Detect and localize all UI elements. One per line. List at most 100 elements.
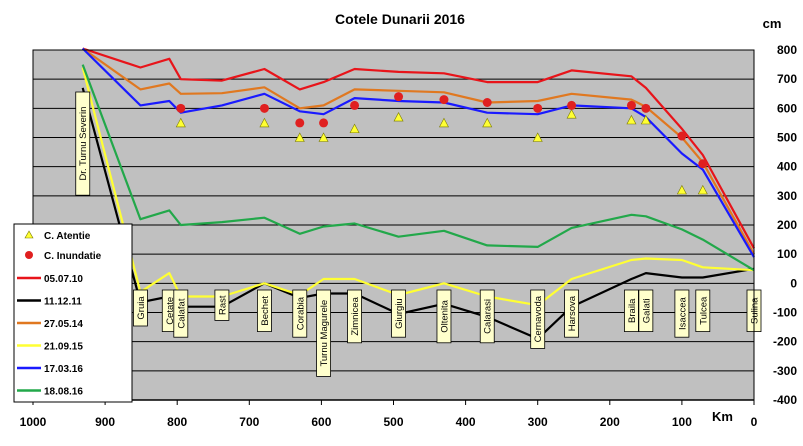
location-label-calarasi: Calarasi [479, 289, 495, 344]
location-label-tulcea: Tulcea [695, 289, 711, 332]
location-label-box [292, 289, 308, 338]
attention-marker [566, 109, 577, 119]
y-tick-label: 800 [777, 43, 797, 57]
attention-marker [393, 111, 404, 122]
location-label-box [316, 289, 331, 377]
location-label-zimnicea: Zimnicea [347, 289, 362, 344]
flood-marker [567, 100, 577, 110]
location-label-text: Calafat [176, 298, 187, 328]
y-tick-label: 500 [777, 131, 797, 145]
location-label-box [436, 289, 452, 344]
location-label-text: Sulina [750, 297, 761, 324]
location-label-rast: Rast [214, 289, 230, 321]
chart-title: Cotele Dunarii 2016 [335, 11, 465, 27]
legend-entry-05.07.10: 05.07.10 [17, 274, 83, 285]
location-label-text: Galati [641, 298, 652, 323]
x-tick-label: 0 [751, 415, 758, 429]
location-label-harsova: Harsova [564, 289, 579, 338]
x-tick-label: 700 [239, 415, 259, 429]
marker-points [175, 92, 708, 195]
flood-marker [482, 98, 492, 107]
legend-label: 11.12.11 [44, 297, 82, 308]
x-tick-label: 400 [456, 415, 476, 429]
flood-marker [319, 118, 329, 128]
flood-marker [698, 159, 708, 169]
flood-marker [350, 100, 360, 110]
x-tick-label: 900 [95, 415, 115, 429]
location-label-box [479, 289, 495, 344]
flood-marker [641, 103, 651, 113]
location-label-text: Braila [627, 298, 638, 323]
location-label-text: Isaccea [677, 297, 688, 330]
flood-marker [533, 103, 543, 113]
legend-entry-11.12.11: 11.12.11 [17, 297, 82, 308]
location-labels: Dr. Turnu Severin Gruia Cetate Calafat Rast B… [75, 91, 762, 377]
attention-marker [175, 117, 186, 128]
attention-marker [532, 132, 543, 142]
location-label-corabia: Corabia [292, 289, 308, 338]
legend-label: C. Inundatie [44, 251, 102, 262]
attention-marker [438, 117, 449, 128]
location-label-dr-turnu-severin: Dr. Turnu Severin [75, 91, 91, 196]
location-label-box [347, 289, 362, 344]
legend-label: C. Atentie [44, 231, 91, 242]
x-tick-label: 1000 [20, 415, 47, 429]
legend-entry-17.03.16: 17.03.16 [17, 364, 83, 375]
location-label-box [564, 289, 579, 338]
location-label-text: Zimnicea [350, 296, 361, 335]
x-tick-label: 100 [672, 415, 692, 429]
y-tick-label: 600 [777, 101, 797, 115]
legend-box [13, 223, 133, 403]
location-label-galati: Galati [638, 289, 654, 332]
legend-entry-C. Inundatie: C. Inundatie [25, 251, 102, 262]
y-tick-label: 0 [790, 276, 797, 290]
location-label-text: Turnu Magurele [319, 300, 330, 367]
x-axis-unit: Km [712, 409, 733, 424]
y-tick-label: 200 [777, 218, 797, 232]
location-label-text: Dr. Turnu Severin [78, 107, 89, 181]
flood-marker [439, 95, 449, 105]
location-label-box [695, 289, 711, 332]
location-label-text: Bechet [260, 296, 271, 326]
location-label-text: Oltenita [439, 299, 450, 332]
y-tick-label: 300 [777, 189, 797, 203]
y-tick-label: -300 [773, 364, 797, 378]
location-label-braila: Braila [624, 289, 639, 332]
legend-entry-21.09.15: 21.09.15 [17, 342, 83, 353]
location-label-bechet: Bechet [257, 289, 272, 332]
flood-marker [626, 100, 636, 110]
location-label-text: Corabia [295, 296, 306, 330]
attention-marker [294, 132, 305, 142]
location-label-text: Cetate [165, 297, 176, 325]
location-label-turnu-magurele: Turnu Magurele [316, 289, 331, 377]
location-label-box [133, 289, 148, 327]
legend: C. Atentie C. Inundatie 05.07.10 11.12.11 27… [13, 223, 133, 403]
legend-marker [24, 230, 34, 239]
y-tick-label: -200 [773, 335, 797, 349]
location-label-cernavoda: Cernavoda [530, 289, 546, 349]
location-label-text: Calarasi [483, 299, 494, 334]
attention-marker [349, 123, 360, 134]
location-label-oltenita: Oltenita [436, 289, 452, 344]
series-line-18.08.16 [81, 64, 755, 272]
flood-marker [259, 103, 269, 113]
attention-marker [318, 132, 329, 142]
location-label-box [391, 289, 406, 338]
x-tick-label: 500 [383, 415, 403, 429]
y-tick-label: -400 [773, 393, 797, 407]
legend-label: 18.08.16 [44, 387, 83, 398]
legend-marker [25, 251, 33, 259]
axes: 8007006005004003002001000-100-200-300-40… [20, 43, 798, 429]
y-tick-label: -100 [773, 306, 797, 320]
attention-marker [259, 117, 270, 128]
location-label-text: Cernavoda [533, 295, 544, 342]
location-label-giurgiu: Giurgiu [391, 289, 406, 338]
location-label-text: Tulcea [698, 296, 709, 325]
flood-marker [677, 131, 687, 141]
location-label-box [257, 289, 272, 332]
location-label-box [173, 289, 189, 338]
y-tick-label: 400 [777, 160, 797, 174]
attention-marker [676, 184, 687, 195]
location-label-box [624, 289, 639, 332]
